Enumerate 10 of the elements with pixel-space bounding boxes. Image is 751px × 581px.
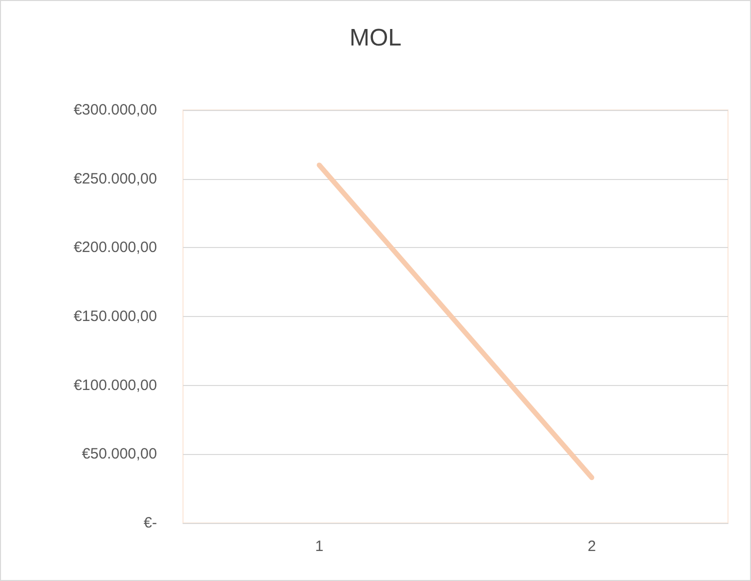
chart-title: MOL (349, 24, 402, 52)
y-tick-label: €- (144, 514, 157, 532)
y-tick-label: €50.000,00 (82, 446, 157, 463)
y-tick-label: €250.000,00 (74, 170, 157, 188)
y-tick-label: €150.000,00 (74, 308, 157, 325)
x-tick-label: 2 (588, 538, 596, 555)
x-tick-label: 1 (315, 538, 324, 555)
y-tick-label: €100.000,00 (74, 376, 157, 394)
y-tick-label: €300.000,00 (74, 102, 157, 118)
y-tick-label: €200.000,00 (74, 239, 157, 256)
